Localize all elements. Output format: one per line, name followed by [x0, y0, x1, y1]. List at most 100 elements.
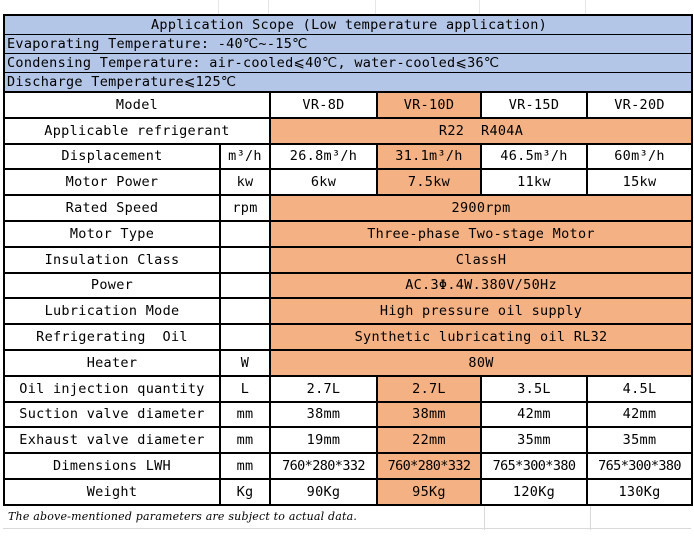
table-row-oil-injection: Oil injection quantity L 2.7L 2.7L 3.5L …	[3, 374, 694, 403]
cell-value: 760*280*332	[269, 452, 378, 480]
table-row-exhaust: Exhaust valve diameter mm 19mm 22mm 35mm…	[3, 426, 694, 455]
table-row-dimensions: Dimensions LWH mm 760*280*332 760*280*33…	[3, 452, 694, 480]
row-label: Insulation Class	[3, 245, 221, 274]
cell-value: Synthetic lubricating oil RL32	[268, 323, 694, 351]
cell-value: 2.7L	[269, 374, 378, 403]
row-unit: m³/h	[219, 142, 271, 171]
cell-value: 6kw	[269, 168, 378, 197]
cell-value: ClassH	[268, 245, 694, 274]
evaporating-temperature: Evaporating Temperature: -40℃~-15℃	[2, 34, 694, 54]
row-unit: Kg	[219, 477, 271, 506]
row-label: Oil injection quantity	[3, 374, 221, 403]
row-label: Power	[3, 271, 221, 300]
cell-value: 765*300*380	[480, 452, 588, 480]
cell-value: 80W	[268, 348, 694, 377]
footer-note: The above-mentioned parameters are subje…	[8, 510, 358, 523]
cell-value: R22 R404A	[268, 116, 694, 145]
gridline	[590, 506, 591, 530]
table-row-refrigerant: Applicable refrigerant R22 R404A	[3, 116, 694, 145]
cell-value: 120Kg	[480, 477, 588, 506]
cell-value: 2900rpm	[268, 194, 694, 222]
spec-sheet: Application Scope (Low temperature appli…	[2, 14, 694, 506]
cell-value: High pressure oil supply	[268, 297, 694, 326]
gridline	[585, 0, 586, 14]
row-unit	[219, 297, 271, 326]
discharge-temperature: Discharge Temperature⩽125℃	[2, 72, 694, 93]
table-row-power: Power AC.3Φ.4W.380V/50Hz	[3, 271, 694, 300]
row-label: Model	[3, 91, 271, 119]
cell-value: 11kw	[480, 168, 588, 197]
table-row-displacement: Displacement m³/h 26.8m³/h 31.1m³/h 46.5…	[3, 142, 694, 171]
cell-value: AC.3Φ.4W.380V/50Hz	[268, 271, 694, 300]
cell-value: 38mm	[269, 400, 378, 429]
row-label: Exhaust valve diameter	[3, 426, 221, 455]
row-label: Motor Power	[3, 168, 221, 197]
table-row-rated-speed: Rated Speed rpm 2900rpm	[3, 194, 694, 222]
table-row-lubrication: Lubrication Mode High pressure oil suppl…	[3, 297, 694, 326]
cell-value: 22mm	[376, 426, 482, 455]
condensing-temperature: Condensing Temperature: air-cooled⩽40℃, …	[2, 53, 694, 73]
row-unit: kw	[219, 168, 271, 197]
table-row-oil: Refrigerating Oil Synthetic lubricating …	[3, 323, 694, 351]
row-label: Rated Speed	[3, 194, 221, 222]
row-unit: rpm	[219, 194, 271, 222]
row-unit	[219, 245, 271, 274]
cell-value: 4.5L	[585, 374, 694, 403]
cell-value: 19mm	[269, 426, 378, 455]
model-header: VR-8D	[269, 91, 378, 119]
table-row-heater: Heater W 80W	[3, 348, 694, 377]
row-label: Heater	[3, 348, 221, 377]
table-row-motor-power: Motor Power kw 6kw 7.5kw 11kw 15kw	[3, 168, 694, 197]
gridline	[484, 506, 485, 530]
row-unit: mm	[219, 426, 271, 455]
row-label: Weight	[3, 477, 221, 506]
row-unit: L	[219, 374, 271, 403]
row-label: Applicable refrigerant	[3, 116, 271, 145]
cell-value: 35mm	[480, 426, 588, 455]
row-label: Suction valve diameter	[3, 400, 221, 429]
row-label: Dimensions LWH	[3, 452, 221, 480]
cell-value: 2.7L	[376, 374, 482, 403]
row-label: Lubrication Mode	[3, 297, 221, 326]
row-unit	[219, 271, 271, 300]
model-header: VR-10D	[376, 91, 482, 119]
table-row-motor-type: Motor Type Three-phase Two-stage Motor	[3, 219, 694, 248]
cell-value: 90Kg	[269, 477, 378, 506]
cell-value: 31.1m³/h	[376, 142, 482, 171]
cell-value: 26.8m³/h	[269, 142, 378, 171]
cell-value: 765*300*380	[585, 452, 694, 480]
table-row-suction: Suction valve diameter mm 38mm 38mm 42mm…	[3, 400, 694, 429]
cell-value: 7.5kw	[376, 168, 482, 197]
row-unit: mm	[219, 452, 271, 480]
row-unit: W	[219, 348, 271, 377]
cell-value: 95Kg	[376, 477, 482, 506]
cell-value: 130Kg	[585, 477, 694, 506]
cell-value: Three-phase Two-stage Motor	[268, 219, 694, 248]
row-unit	[219, 219, 271, 248]
gridline	[479, 0, 480, 14]
row-unit: mm	[219, 400, 271, 429]
cell-value: 60m³/h	[585, 142, 694, 171]
cell-value: 42mm	[480, 400, 588, 429]
model-header: VR-15D	[480, 91, 588, 119]
table-row-insulation: Insulation Class ClassH	[3, 245, 694, 274]
footer-note-row: The above-mentioned parameters are subje…	[3, 506, 691, 530]
model-header: VR-20D	[585, 91, 694, 119]
application-scope-title: Application Scope (Low temperature appli…	[2, 14, 694, 35]
row-label: Motor Type	[3, 219, 221, 248]
table-row-model: Model VR-8D VR-10D VR-15D VR-20D	[3, 91, 694, 119]
cell-value: 46.5m³/h	[480, 142, 588, 171]
row-label: Displacement	[3, 142, 221, 171]
cell-value: 3.5L	[480, 374, 588, 403]
cell-value: 42mm	[585, 400, 694, 429]
row-label: Refrigerating Oil	[3, 323, 221, 351]
cell-value: 38mm	[376, 400, 482, 429]
spec-table: Application Scope (Low temperature appli…	[2, 14, 694, 506]
table-row-weight: Weight Kg 90Kg 95Kg 120Kg 130Kg	[3, 477, 694, 506]
cell-value: 35mm	[585, 426, 694, 455]
gridline	[268, 0, 269, 14]
gridline	[375, 0, 376, 14]
cell-value: 760*280*332	[376, 452, 482, 480]
row-unit	[219, 323, 271, 351]
cell-value: 15kw	[585, 168, 694, 197]
